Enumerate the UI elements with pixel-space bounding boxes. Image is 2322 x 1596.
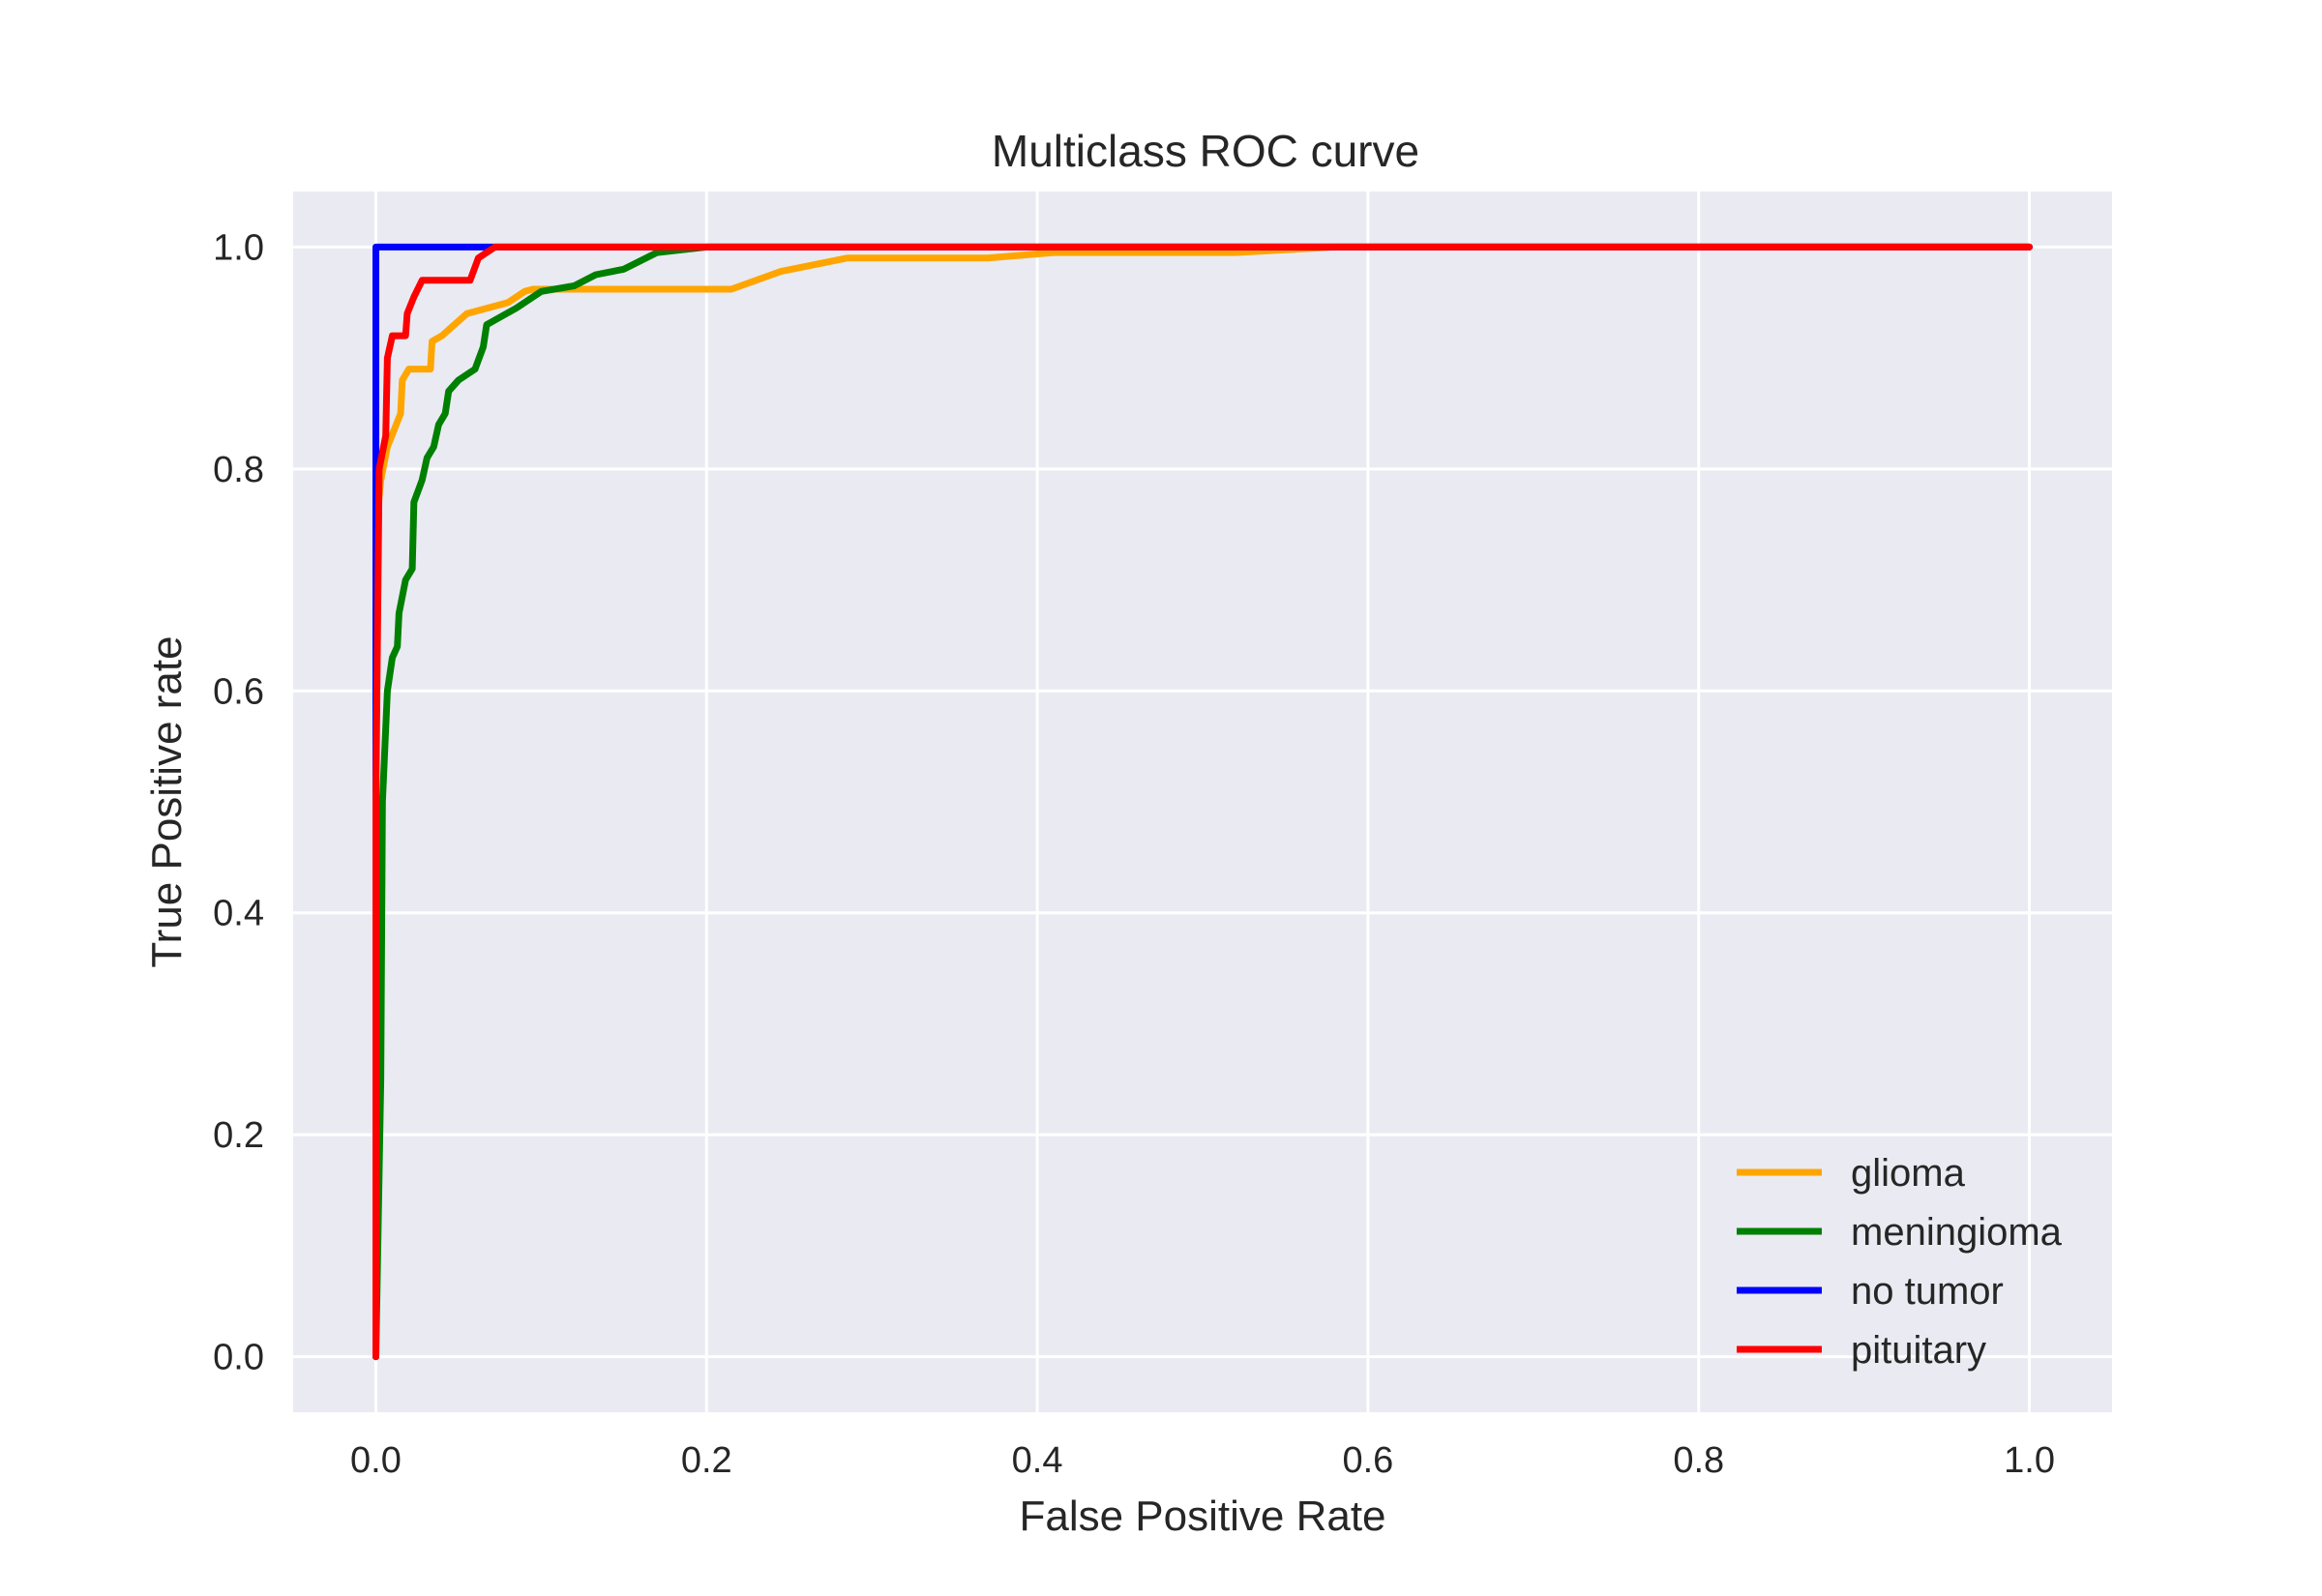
y-axis-label: True Positive rate xyxy=(143,635,191,967)
series-line-meningioma xyxy=(372,243,2033,1361)
x-tick-label: 0.0 xyxy=(350,1440,402,1481)
y-tick-label: 0.8 xyxy=(213,450,264,490)
legend: glioma meningioma no tumor pituitary xyxy=(1737,1152,2063,1372)
y-tick-label: 0.6 xyxy=(213,671,264,712)
y-tick-label: 0.0 xyxy=(213,1338,264,1378)
series-line-glioma xyxy=(372,243,2033,1361)
x-axis-label: False Positive Rate xyxy=(1019,1493,1385,1540)
x-tick-label: 1.0 xyxy=(2004,1440,2055,1481)
axis-ticks: 0.0 0.2 0.4 0.6 0.8 1.0 0.0 0.2 0.4 0.6 0.8 1.0 xyxy=(213,227,2055,1481)
series-line-pituitary xyxy=(372,243,2033,1361)
legend-label: pituitary xyxy=(1851,1329,1986,1372)
y-tick-label: 1.0 xyxy=(213,227,264,268)
x-tick-label: 0.2 xyxy=(681,1440,732,1481)
legend-label: no tumor xyxy=(1851,1270,2004,1313)
series-layer xyxy=(372,243,2033,1361)
x-tick-label: 0.4 xyxy=(1012,1440,1063,1481)
chart-title: Multiclass ROC curve xyxy=(992,126,1419,176)
plot-area xyxy=(293,192,2112,1412)
legend-label: meningioma xyxy=(1851,1211,2063,1254)
y-tick-label: 0.4 xyxy=(213,894,264,934)
y-tick-label: 0.2 xyxy=(213,1115,264,1156)
x-tick-label: 0.6 xyxy=(1342,1440,1393,1481)
x-tick-label: 0.8 xyxy=(1673,1440,1724,1481)
legend-label: glioma xyxy=(1851,1152,1966,1195)
